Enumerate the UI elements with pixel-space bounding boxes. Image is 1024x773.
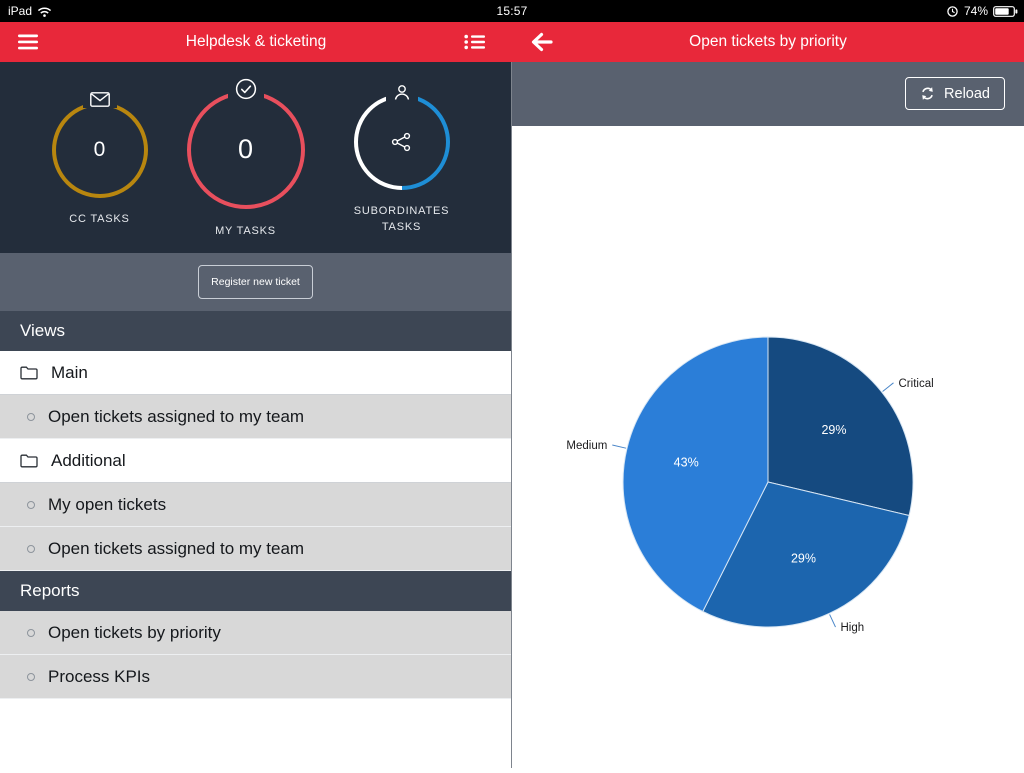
pie-leader-line	[612, 444, 627, 449]
status-bar: iPad 15:57 74%	[0, 0, 1024, 22]
battery-percent: 74%	[963, 4, 988, 18]
pie-value-label: 29%	[791, 551, 816, 565]
views-section-header: Views	[0, 311, 511, 351]
gauge-subordinates-tasks[interactable]: SUBORDINATES TASKS	[342, 83, 462, 235]
register-bar: Register new ticket	[0, 253, 511, 311]
folder-icon	[20, 366, 38, 379]
wifi-icon	[37, 6, 52, 17]
detail-pane-title: Open tickets by priority	[689, 33, 847, 50]
menu-pane: 0 CC TASKS	[0, 62, 512, 768]
sidebar-item-label: Main	[51, 362, 88, 382]
pie-slice-medium[interactable]	[622, 336, 769, 613]
reload-button-label: Reload	[944, 85, 990, 102]
cc-tasks-ring: 0	[50, 90, 150, 200]
task-gauges-panel: 0 CC TASKS	[0, 62, 511, 253]
app-bar: Helpdesk & ticketing Open tickets by pri…	[0, 22, 1024, 62]
main-split-view: 0 CC TASKS	[0, 62, 1024, 773]
sidebar-item-additional[interactable]: Additional	[0, 439, 511, 483]
appbar-detail-pane: Open tickets by priority	[512, 22, 1024, 62]
views-header-label: Views	[20, 321, 66, 340]
subordinates-ring	[352, 83, 452, 192]
share-nodes-icon	[352, 92, 452, 192]
statusbar-left: iPad	[8, 0, 52, 22]
check-circle-icon	[227, 76, 264, 101]
hamburger-icon	[18, 34, 38, 50]
subordinates-tasks-label: SUBORDINATES TASKS	[353, 205, 450, 233]
bullet-icon	[27, 672, 35, 681]
queue-list-icon	[464, 34, 485, 50]
pie-category-label-critical: Critical	[899, 378, 934, 390]
appbar-left-pane: Helpdesk & ticketing	[0, 22, 512, 62]
battery-icon	[993, 5, 1018, 17]
my-tasks-count: 0	[237, 134, 254, 165]
pie-category-label-medium: Medium	[566, 440, 607, 452]
statusbar-time: 15:57	[496, 4, 528, 18]
envelope-icon	[82, 90, 117, 108]
back-arrow-icon	[531, 32, 553, 52]
cc-tasks-label: CC TASKS	[69, 212, 130, 225]
pie-value-label: 29%	[821, 423, 846, 437]
pie-slice-critical[interactable]	[767, 336, 914, 517]
pie-value-label: 43%	[674, 456, 699, 470]
view-list-button[interactable]	[460, 30, 490, 54]
clock-icon	[947, 5, 958, 17]
menu-pane-title: Helpdesk & ticketing	[185, 33, 327, 50]
cc-tasks-count: 0	[93, 137, 106, 161]
sidebar-item-label: Process KPIs	[48, 666, 151, 686]
pie-chart: 29% Critical 29% High 43% Medium	[566, 336, 934, 634]
report-pane: Reload 29% Critical 29% High 43% Medium	[512, 62, 1024, 773]
sidebar-item-my-open-tickets[interactable]: My open tickets	[0, 483, 511, 527]
bullet-icon	[27, 500, 35, 509]
subordinates-ring-svg	[353, 94, 450, 191]
gauge-my-tasks[interactable]: 0 MY TASKS	[184, 76, 308, 239]
person-icon	[385, 83, 418, 103]
pie-slice-high[interactable]	[702, 481, 910, 628]
gauge-cc-tasks[interactable]: 0 CC TASKS	[50, 90, 150, 227]
bullet-icon	[27, 628, 35, 637]
my-tasks-ring: 0	[184, 76, 308, 212]
pie-leader-line	[829, 614, 836, 628]
pie-category-label-high: High	[841, 622, 865, 634]
menu-button[interactable]	[14, 30, 42, 54]
register-new-ticket-button[interactable]: Register new ticket	[198, 265, 313, 299]
sidebar-item-label: Open tickets assigned to my team	[48, 538, 305, 558]
my-tasks-label: MY TASKS	[215, 224, 276, 237]
sidebar-item-label: Open tickets by priority	[48, 622, 221, 642]
sidebar-item-open-tickets-my-team-2[interactable]: Open tickets assigned to my team	[0, 527, 511, 571]
bullet-icon	[27, 544, 35, 553]
bullet-icon	[27, 412, 35, 421]
sidebar-item-main[interactable]: Main	[0, 351, 511, 395]
reports-section-header: Reports	[0, 571, 511, 611]
pie-leader-line	[882, 382, 894, 392]
back-button[interactable]	[524, 27, 558, 57]
chart-area: 29% Critical 29% High 43% Medium	[512, 126, 1024, 773]
carrier-label: iPad	[8, 4, 33, 18]
sidebar-item-open-tickets-my-team-1[interactable]: Open tickets assigned to my team	[0, 395, 511, 439]
sidebar-item-label: Additional	[51, 450, 126, 470]
folder-icon	[20, 454, 38, 467]
reload-button[interactable]: Reload	[905, 77, 1005, 110]
statusbar-right: 74%	[946, 0, 1018, 22]
sidebar-item-open-tickets-by-priority[interactable]: Open tickets by priority	[0, 611, 511, 655]
report-toolbar: Reload	[512, 62, 1024, 126]
sidebar-item-process-kpis[interactable]: Process KPIs	[0, 655, 511, 699]
reload-icon	[922, 87, 933, 100]
sidebar-item-label: My open tickets	[48, 494, 167, 514]
sidebar-item-label: Open tickets assigned to my team	[48, 406, 305, 426]
reports-header-label: Reports	[20, 581, 80, 600]
